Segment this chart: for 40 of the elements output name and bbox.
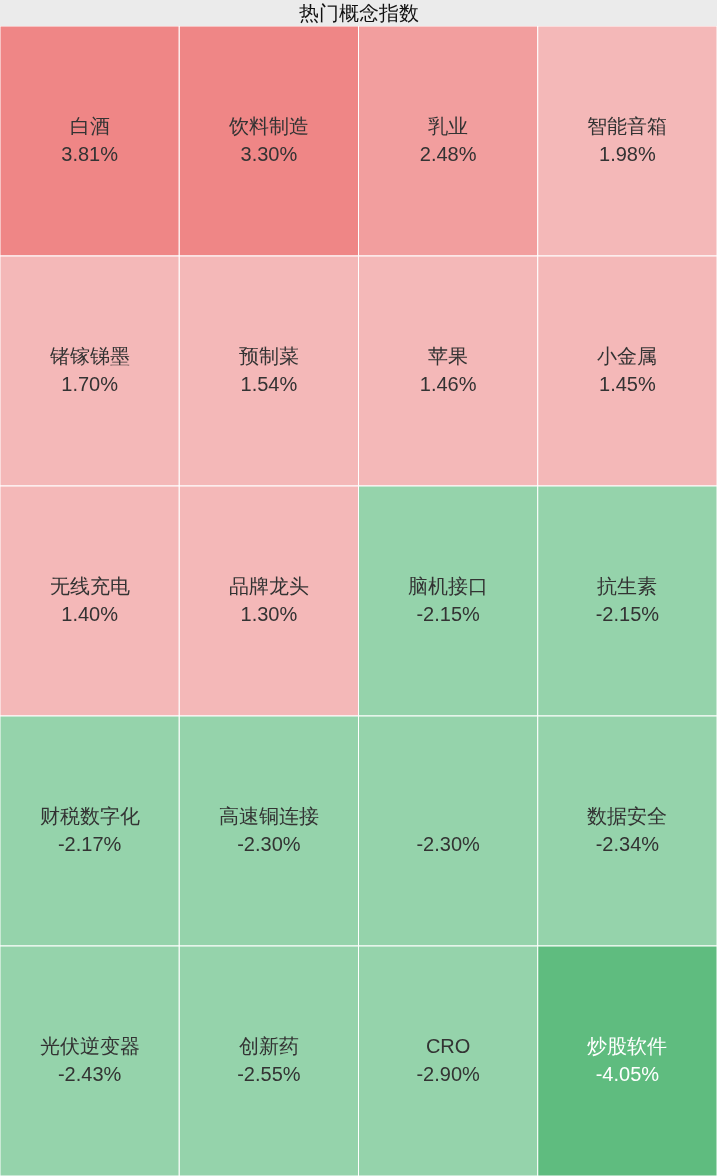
data-label: -2.30% <box>237 833 301 855</box>
category-label: 苹果 <box>428 345 469 367</box>
data-label: -2.34% <box>595 833 660 855</box>
category-label: 炒股软件 <box>587 1035 668 1057</box>
category-label: 脑机接口 <box>408 575 489 597</box>
category-label: 数据安全 <box>587 805 668 827</box>
category-label: 品牌龙头 <box>228 575 309 597</box>
category-label: 无线充电 <box>49 575 130 597</box>
category-label: CRO <box>425 1035 471 1057</box>
category-label: 小金属 <box>597 345 658 367</box>
category-label: 饮料制造 <box>227 115 309 137</box>
data-label: 3.30% <box>240 143 298 165</box>
category-label: 智能音箱 <box>587 115 668 137</box>
data-label: -4.05% <box>595 1063 660 1085</box>
category-label: 财税数字化 <box>39 805 140 827</box>
data-label: 1.70% <box>61 373 119 395</box>
data-label: 1.30% <box>240 603 298 625</box>
category-label: 创新药 <box>238 1035 299 1057</box>
category-label: 高速铜连接 <box>218 805 319 827</box>
data-label: 3.81% <box>61 143 119 165</box>
data-label: 1.40% <box>61 603 119 625</box>
data-label: 1.98% <box>599 143 656 165</box>
data-label: -2.90% <box>416 1063 481 1085</box>
category-label: 乳业 <box>428 115 469 137</box>
category-label: 光伏逆变器 <box>39 1035 140 1057</box>
category-label: 抗生素 <box>597 575 658 597</box>
category-label: 锗镓锑墨 <box>48 345 130 367</box>
data-label: -2.55% <box>237 1063 301 1085</box>
data-label: 1.54% <box>240 373 298 395</box>
data-label: 2.48% <box>419 143 477 165</box>
data-label: -2.43% <box>57 1063 122 1085</box>
text: 热门概念指数 <box>0 0 717 26</box>
category-label: 白酒 <box>69 115 110 137</box>
data-label: -2.15% <box>595 603 660 625</box>
data-label: -2.17% <box>57 833 122 855</box>
data-label: 1.46% <box>419 373 477 395</box>
data-label: 1.45% <box>599 373 656 395</box>
data-label: -2.30% <box>416 833 481 855</box>
data-label: -2.15% <box>416 603 481 625</box>
category-label: 预制菜 <box>238 345 299 367</box>
